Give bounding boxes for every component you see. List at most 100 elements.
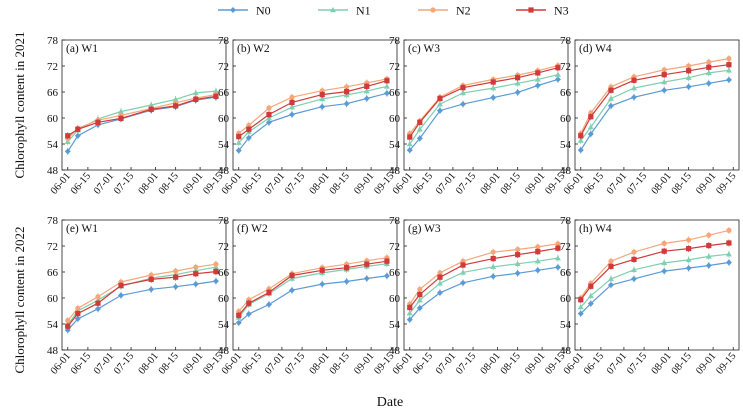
series-n3: [65, 268, 219, 330]
data-point: [460, 262, 466, 268]
data-point: [416, 135, 423, 142]
data-point: [65, 323, 71, 329]
y-tick-label: 60: [389, 113, 401, 125]
data-point: [213, 261, 219, 267]
data-point: [725, 251, 732, 257]
data-point: [363, 275, 370, 282]
data-point: [192, 89, 199, 96]
data-point: [725, 67, 732, 73]
data-point: [459, 269, 466, 275]
x-tick-label: 06-15: [69, 171, 93, 197]
series-line-n0: [238, 92, 388, 151]
y-tick-label: 48: [47, 345, 59, 357]
data-point: [406, 310, 413, 316]
data-point: [726, 240, 732, 246]
data-point: [460, 85, 466, 91]
x-tick-label: 09-01: [523, 171, 547, 197]
data-point: [490, 79, 496, 85]
x-tick-label: 09-15: [714, 171, 738, 197]
data-point: [515, 75, 521, 81]
series-line-n1: [580, 253, 729, 308]
data-point: [514, 260, 521, 266]
x-tick-label: 06-15: [411, 171, 435, 197]
y-tick-label: 66: [218, 87, 230, 99]
data-point: [117, 292, 124, 299]
data-point: [383, 272, 390, 279]
data-point: [416, 297, 423, 303]
data-point: [459, 279, 466, 286]
y-tick-label: 78: [47, 35, 59, 47]
x-tick-label: 07-01: [263, 171, 287, 197]
data-point: [555, 245, 561, 251]
data-point: [192, 281, 199, 288]
legend-label-n1: N1: [356, 4, 371, 18]
x-tick-label: 08-15: [328, 171, 352, 197]
series-line-n1: [580, 69, 729, 141]
data-point: [631, 249, 637, 255]
x-tick-label: 06-15: [240, 171, 264, 197]
x-tick-label: 09-01: [694, 171, 718, 197]
x-tick-label: 07-01: [434, 171, 458, 197]
data-point: [173, 274, 179, 280]
y-tick-label: 72: [560, 61, 571, 73]
data-point: [608, 263, 614, 269]
x-tick-label: 08-01: [650, 171, 674, 197]
data-point: [65, 317, 71, 324]
data-point: [417, 286, 423, 292]
data-point: [630, 266, 637, 273]
x-tick-label: 08-15: [499, 171, 523, 197]
data-point: [661, 67, 667, 73]
data-point: [490, 273, 497, 280]
x-tick-label: 09-01: [352, 171, 376, 197]
legend-marker-n1: [330, 7, 336, 13]
data-point: [577, 147, 584, 154]
series-n3: [65, 92, 219, 140]
series-line-n2: [580, 229, 730, 299]
data-point: [344, 84, 350, 90]
y-tick-label: 60: [47, 113, 59, 125]
panel-title: (g) W3: [408, 223, 441, 235]
data-point: [172, 283, 179, 290]
data-point: [587, 292, 594, 299]
panel-title: (a) W1: [66, 43, 98, 55]
series-line-n0: [409, 266, 558, 321]
data-point: [193, 96, 199, 102]
y-tick-label: 78: [218, 35, 230, 47]
data-point: [343, 278, 350, 285]
data-point: [555, 241, 561, 247]
x-tick-label: 06-15: [582, 171, 606, 197]
y-tick-label: 48: [218, 165, 230, 177]
panel-title: (b) W2: [237, 43, 270, 55]
data-point: [148, 102, 155, 108]
data-point: [193, 264, 199, 270]
data-point: [686, 63, 692, 69]
x-tick-label: 08-01: [479, 171, 503, 197]
data-point: [725, 259, 732, 266]
series-n3: [407, 244, 561, 312]
data-point: [148, 272, 154, 278]
series-n0: [406, 263, 561, 324]
y-tick-label: 54: [47, 139, 59, 151]
data-point: [608, 87, 614, 93]
data-point: [554, 71, 561, 77]
data-point: [75, 305, 81, 311]
data-point: [630, 275, 637, 282]
data-point: [661, 87, 668, 94]
series-line-n3: [580, 64, 729, 137]
data-point: [289, 272, 295, 279]
data-point: [288, 287, 295, 294]
series-n1: [577, 250, 732, 311]
data-point: [94, 305, 101, 312]
series-line-n3: [67, 271, 216, 327]
y-tick-label: 72: [560, 241, 571, 253]
panel-frame: [232, 219, 398, 351]
x-tick-label: 09-01: [694, 351, 718, 377]
data-point: [245, 134, 252, 141]
data-point: [631, 256, 637, 263]
data-point: [685, 83, 692, 90]
panel-frame: [403, 219, 569, 351]
